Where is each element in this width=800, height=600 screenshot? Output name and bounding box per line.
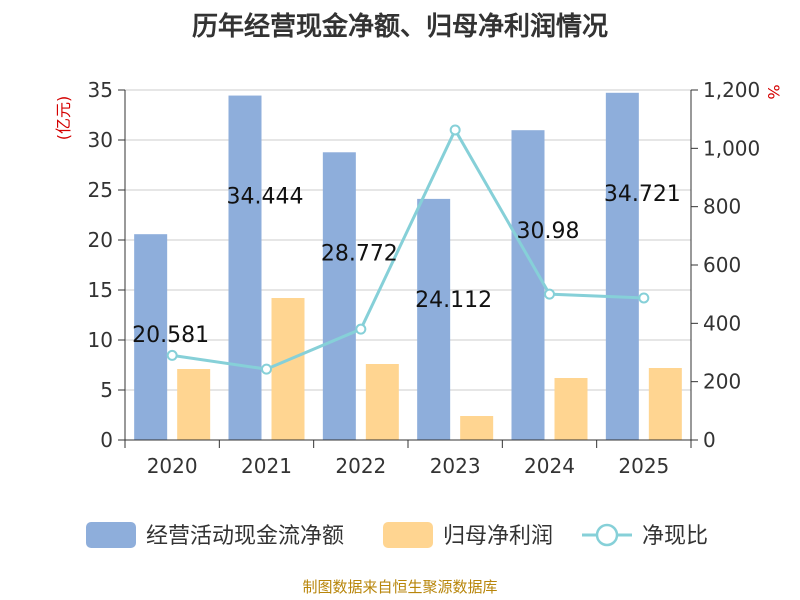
x-axis-tick-label: 2024: [524, 454, 575, 478]
legend-label: 经营活动现金流净额: [146, 524, 344, 549]
ratio-line-path: [171, 126, 644, 371]
x-axis-tick-label: 2020: [147, 454, 198, 478]
cash-flow-data-label: 30.98: [517, 219, 580, 244]
data-labels: 20.581 34.444 28.772 24.112 30.98 34.721: [132, 182, 681, 348]
left-axis-tick-label: 30: [88, 128, 113, 152]
right-axis-tick-label: 1,000: [703, 136, 760, 160]
cash-flow-bar: [511, 130, 545, 440]
left-axis-tick-label: 35: [88, 78, 113, 102]
cash-flow-data-label: 34.444: [227, 185, 304, 210]
right-axis-tick-label: 800: [703, 195, 741, 219]
net-profit-bar: [365, 364, 399, 440]
cash-flow-bar: [134, 234, 168, 440]
left-axis-tick-label: 15: [88, 278, 113, 302]
legend-label: 净现比: [642, 524, 708, 549]
left-axis-tick-label: 10: [88, 328, 113, 352]
bars: [134, 92, 682, 440]
net-profit-bar: [460, 416, 494, 440]
legend-label: 归母净利润: [443, 524, 553, 549]
chart-title: 历年经营现金净额、归母净利润情况: [192, 11, 608, 42]
cash-flow-bar: [322, 152, 356, 440]
legend-swatch: [86, 522, 136, 548]
legend: 经营活动现金流净额 归母净利润 净现比: [86, 522, 708, 549]
cash-flow-data-label: 20.581: [132, 323, 209, 348]
right-axis-tick-label: 600: [703, 253, 741, 277]
cash-flow-data-label: 28.772: [321, 241, 398, 266]
x-axis-tick-label: 2025: [618, 454, 669, 478]
grid-lines: [125, 89, 691, 391]
net-profit-bar: [554, 378, 588, 440]
source-note: 制图数据来自恒生聚源数据库: [302, 578, 497, 596]
net-profit-bar: [271, 298, 305, 440]
left-axis-tick-label: 0: [100, 428, 113, 452]
cash-flow-bar: [417, 198, 451, 440]
ratio-point: [638, 292, 650, 304]
left-axis-tick-label: 20: [88, 228, 113, 252]
legend-swatch: [383, 522, 433, 548]
right-axis-tick-label: 0: [703, 428, 716, 452]
ratio-point: [166, 349, 178, 361]
net-profit-bar: [177, 369, 211, 440]
x-axis-tick-label: 2022: [335, 454, 386, 478]
x-axis-tick-label: 2021: [241, 454, 292, 478]
ratio-line: [166, 124, 650, 375]
right-axis-tick-label: 400: [703, 311, 741, 335]
right-axis-tick-label: 200: [703, 370, 741, 394]
ratio-point: [261, 363, 272, 375]
right-axis-unit: %: [764, 84, 783, 99]
left-axis-tick-label: 25: [88, 178, 113, 202]
legend-marker: [595, 523, 619, 547]
ratio-point: [449, 124, 461, 136]
right-axis-tick-label: 1,200: [703, 78, 760, 102]
cash-flow-data-label: 34.721: [604, 182, 681, 207]
cash-flow-bar: [605, 92, 639, 440]
x-axis-tick-label: 2023: [430, 454, 481, 478]
cash-flow-data-label: 24.112: [415, 288, 492, 313]
cash-flow-bar: [228, 95, 262, 440]
left-axis-tick-label: 5: [100, 378, 113, 402]
ratio-point: [544, 288, 555, 300]
ratio-point: [355, 323, 367, 335]
net-profit-bar: [648, 368, 682, 440]
left-axis-unit: (亿元): [54, 96, 73, 141]
axes: 0510152025303502004006008001,0001,200202…: [88, 78, 761, 478]
